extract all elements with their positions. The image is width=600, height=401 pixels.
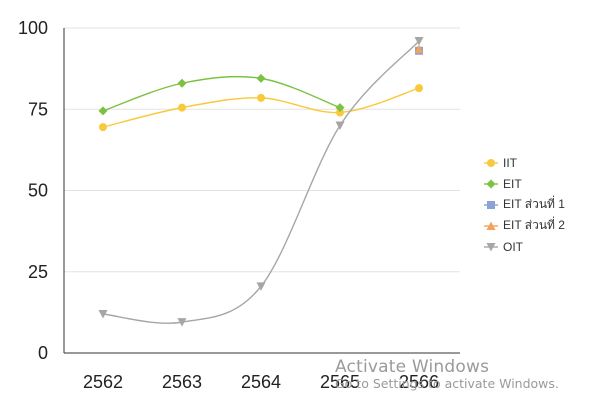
legend-swatch-icon [484, 179, 498, 188]
legend-item: EIT [484, 173, 565, 194]
x-tick-label: 2564 [241, 372, 281, 392]
data-point [177, 318, 187, 327]
data-point [335, 103, 345, 113]
data-point [177, 78, 187, 88]
x-axis: 2562 2563 2564 2565 2566 [64, 352, 460, 392]
series-line-4 [102, 40, 420, 324]
data-point [99, 123, 107, 132]
legend-label: IIT [503, 155, 517, 170]
data-point [98, 106, 108, 116]
legend-item: OIT [484, 236, 565, 257]
data-point [336, 108, 344, 117]
x-tick-label: 2563 [162, 372, 202, 392]
data-point [414, 37, 424, 46]
watermark-line-1: Activate Windows [335, 357, 490, 377]
data-point [335, 121, 345, 130]
legend-marker-icon [487, 200, 495, 209]
x-tick-label: 2565 [320, 372, 360, 392]
y-axis: 0 25 50 75 100 [18, 18, 65, 363]
legend-marker-icon [486, 179, 496, 188]
legend-swatch-icon [484, 221, 498, 230]
x-tick-label: 2562 [83, 372, 123, 392]
legend-label: EIT ส่วนที่ 1 [503, 197, 565, 211]
data-point [257, 93, 265, 102]
legend: IIT EIT EIT ส่วนที่ 1 EIT ส่วนที่ 2 OIT [484, 152, 565, 257]
legend-marker-icon [487, 158, 495, 167]
series-markers [98, 37, 424, 327]
y-tick-label: 0 [38, 343, 48, 363]
watermark-line-2: Go to Settings to activate Windows. [335, 376, 559, 391]
data-point [178, 103, 186, 112]
legend-marker-icon [486, 242, 496, 251]
activate-windows-watermark: Activate Windows Go to Settings to activ… [335, 357, 559, 391]
legend-label: EIT [503, 176, 522, 191]
series-lines [102, 40, 420, 324]
gridlines [64, 27, 460, 273]
legend-label: EIT ส่วนที่ 2 [503, 218, 565, 232]
data-point [98, 310, 108, 319]
data-point [415, 84, 423, 93]
y-tick-label: 100 [18, 18, 48, 38]
series-line-1 [102, 75, 341, 112]
legend-item: EIT ส่วนที่ 1 [484, 194, 565, 215]
y-tick-label: 25 [28, 262, 48, 282]
legend-marker-icon [486, 221, 496, 230]
legend-item: EIT ส่วนที่ 2 [484, 215, 565, 236]
y-tick-label: 50 [28, 181, 48, 201]
legend-label: OIT [503, 239, 523, 254]
legend-swatch-icon [484, 242, 498, 251]
data-point [256, 282, 266, 291]
legend-swatch-icon [484, 158, 498, 167]
x-tick-label: 2566 [399, 372, 439, 392]
data-point [256, 73, 266, 83]
legend-item: IIT [484, 152, 565, 173]
y-tick-label: 75 [28, 99, 48, 119]
data-point [414, 44, 424, 54]
legend-swatch-icon [484, 200, 498, 209]
